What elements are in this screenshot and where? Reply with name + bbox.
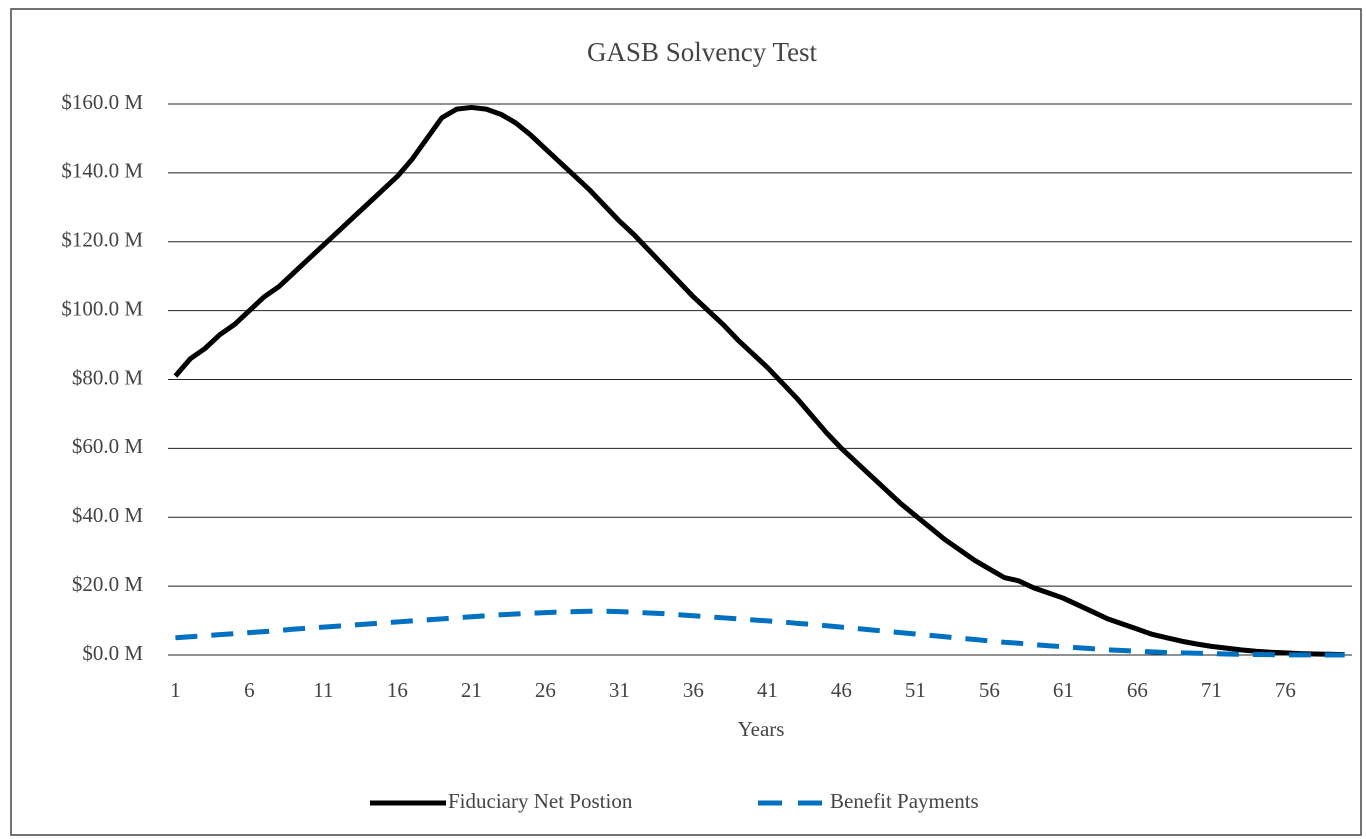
y-tick-label: $100.0 M bbox=[61, 296, 143, 320]
x-tick-label: 61 bbox=[1053, 678, 1074, 702]
y-tick-label: $120.0 M bbox=[61, 228, 143, 252]
y-tick-label: $20.0 M bbox=[72, 572, 144, 596]
x-tick-label: 56 bbox=[979, 678, 1000, 702]
x-tick-label: 46 bbox=[831, 678, 852, 702]
x-axis-label: Years bbox=[738, 717, 785, 741]
x-tick-label: 6 bbox=[244, 678, 255, 702]
x-tick-label: 71 bbox=[1201, 678, 1222, 702]
series-line bbox=[175, 608, 1345, 658]
y-tick-label: $160.0 M bbox=[61, 90, 143, 114]
legend-label: Fiduciary Net Postion bbox=[448, 789, 633, 813]
legend-label: Benefit Payments bbox=[830, 789, 979, 813]
x-tick-label: 36 bbox=[683, 678, 704, 702]
x-tick-label: 16 bbox=[387, 678, 408, 702]
x-tick-label: 26 bbox=[535, 678, 556, 702]
y-tick-label: $140.0 M bbox=[61, 159, 143, 183]
x-tick-label: 76 bbox=[1275, 678, 1296, 702]
x-tick-label: 1 bbox=[170, 678, 181, 702]
chart-title: GASB Solvency Test bbox=[587, 37, 818, 67]
x-tick-label: 31 bbox=[609, 678, 630, 702]
y-tick-label: $60.0 M bbox=[72, 434, 144, 458]
series-line bbox=[173, 104, 1345, 658]
x-tick-label: 11 bbox=[313, 678, 333, 702]
x-tick-label: 21 bbox=[461, 678, 482, 702]
x-tick-label: 51 bbox=[905, 678, 926, 702]
y-tick-label: $80.0 M bbox=[72, 365, 144, 389]
y-tick-label: $0.0 M bbox=[82, 641, 143, 665]
y-tick-label: $40.0 M bbox=[72, 503, 144, 527]
x-tick-label: 41 bbox=[757, 678, 778, 702]
x-tick-label: 66 bbox=[1127, 678, 1148, 702]
chart-border bbox=[10, 8, 1362, 836]
